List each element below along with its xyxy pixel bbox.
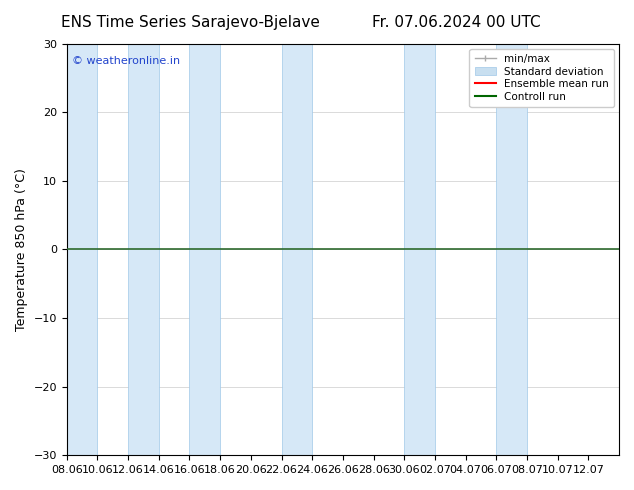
Bar: [281, 44, 312, 455]
Bar: [190, 44, 220, 455]
Bar: [128, 44, 158, 455]
Text: ENS Time Series Sarajevo-Bjelave: ENS Time Series Sarajevo-Bjelave: [61, 15, 320, 30]
Bar: [496, 44, 527, 455]
Y-axis label: Temperature 850 hPa (°C): Temperature 850 hPa (°C): [15, 168, 28, 331]
Bar: [619, 44, 634, 455]
Text: © weatheronline.in: © weatheronline.in: [72, 56, 181, 66]
Bar: [404, 44, 435, 455]
Text: Fr. 07.06.2024 00 UTC: Fr. 07.06.2024 00 UTC: [372, 15, 541, 30]
Bar: [67, 44, 98, 455]
Legend: min/max, Standard deviation, Ensemble mean run, Controll run: min/max, Standard deviation, Ensemble me…: [469, 49, 614, 107]
